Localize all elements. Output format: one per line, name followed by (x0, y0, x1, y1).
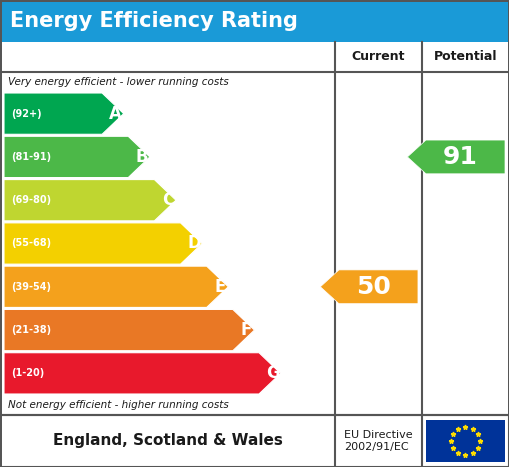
Text: (81-91): (81-91) (11, 152, 51, 162)
Text: 50: 50 (356, 275, 390, 299)
Text: D: D (187, 234, 201, 253)
Bar (426, 420, 505, 462)
Text: Current: Current (352, 50, 405, 64)
Text: (1-20): (1-20) (11, 368, 44, 378)
Polygon shape (4, 93, 124, 134)
Text: B: B (135, 148, 148, 166)
Bar (0, 0, 509, 42)
Text: Not energy efficient - higher running costs: Not energy efficient - higher running co… (8, 400, 229, 410)
Text: G: G (266, 364, 279, 382)
Polygon shape (407, 140, 505, 174)
Text: A: A (109, 105, 122, 123)
Bar (0, 415, 509, 467)
Polygon shape (4, 266, 229, 307)
Text: Very energy efficient - lower running costs: Very energy efficient - lower running co… (8, 77, 229, 87)
Text: E: E (215, 278, 226, 296)
Polygon shape (4, 223, 202, 264)
Text: EU Directive
2002/91/EC: EU Directive 2002/91/EC (344, 430, 413, 452)
Polygon shape (4, 180, 176, 221)
Text: Potential: Potential (434, 50, 497, 64)
Text: 91: 91 (443, 145, 477, 169)
Polygon shape (4, 353, 280, 394)
Text: (69-80): (69-80) (11, 195, 51, 205)
Text: (92+): (92+) (11, 109, 42, 119)
Polygon shape (4, 136, 150, 177)
Polygon shape (320, 270, 418, 304)
Text: England, Scotland & Wales: England, Scotland & Wales (52, 433, 282, 448)
Text: C: C (162, 191, 174, 209)
Text: (21-38): (21-38) (11, 325, 51, 335)
Text: (55-68): (55-68) (11, 239, 51, 248)
Text: Energy Efficiency Rating: Energy Efficiency Rating (10, 11, 298, 31)
Polygon shape (4, 310, 254, 351)
Text: (39-54): (39-54) (11, 282, 51, 292)
Text: F: F (241, 321, 252, 339)
